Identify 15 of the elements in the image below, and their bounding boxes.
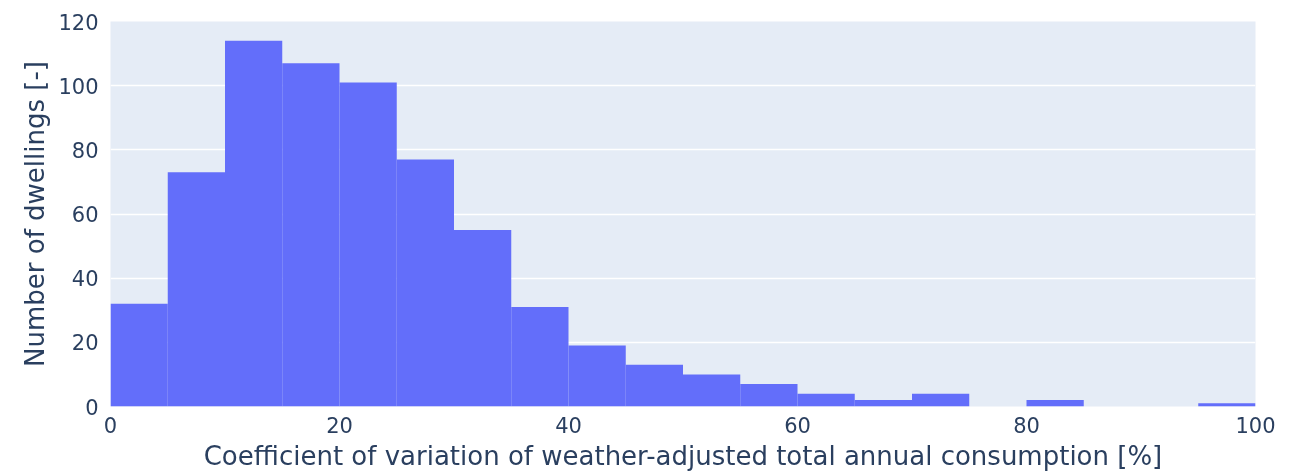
- x-tick-label: 40: [555, 413, 582, 438]
- y-tick-label: 60: [71, 203, 99, 227]
- x-tick-label: 20: [326, 413, 353, 438]
- x-tick-label: 80: [1013, 413, 1040, 438]
- x-tick-label: 100: [1235, 413, 1276, 438]
- y-tick-label: 0: [85, 395, 99, 420]
- y-tick-label: 20: [71, 331, 99, 356]
- y-tick-label: 100: [58, 74, 99, 99]
- x-axis-title: Coefficient of variation of weather-adjusted total annual consumption [%]: [203, 440, 1163, 471]
- y-tick-label: 80: [71, 138, 99, 163]
- y-tick-label: 40: [71, 267, 99, 292]
- x-tick-label: 0: [103, 413, 118, 438]
- y-tick-label: 120: [58, 10, 99, 35]
- y-axis-title: Number of dwellings [-]: [20, 61, 51, 367]
- x-tick-label: 60: [784, 413, 811, 438]
